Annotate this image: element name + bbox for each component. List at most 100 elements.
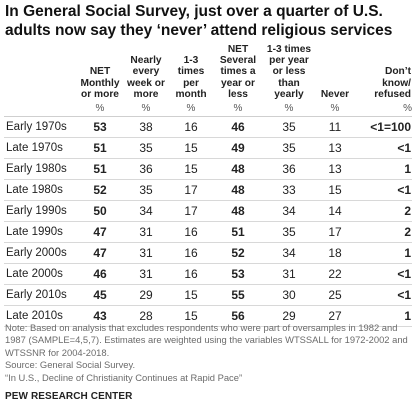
value-cell-dk: <1=100 xyxy=(356,116,412,138)
value-cell-nearly-weekly: 31 xyxy=(122,242,170,264)
value-cell-per-month: 15 xyxy=(170,305,212,327)
value-cell-net-several-year: 48 xyxy=(212,179,264,201)
table-row: Late 2010s 43 28 15 56 29 27 1 xyxy=(4,305,412,327)
value-cell-never: 13 xyxy=(314,158,356,180)
value-cell-net-several-year: 56 xyxy=(212,305,264,327)
value-cell-net-several-year: 51 xyxy=(212,221,264,243)
value-cell-net-several-year: 55 xyxy=(212,284,264,306)
value-cell-per-year: 30 xyxy=(264,284,314,306)
table-row: Early 2000s 47 31 16 52 34 18 1 xyxy=(4,242,412,264)
value-cell-per-year: 35 xyxy=(264,137,314,159)
row-label: Early 1970s xyxy=(4,116,78,138)
note-text: Note: Based on analysis that excludes re… xyxy=(5,322,408,358)
value-cell-net-monthly: 50 xyxy=(78,200,122,222)
value-cell-per-year: 29 xyxy=(264,305,314,327)
unit-cell: % xyxy=(314,103,356,117)
value-cell-net-several-year: 46 xyxy=(212,116,264,138)
unit-cell: % xyxy=(356,103,412,117)
value-cell-net-monthly: 45 xyxy=(78,284,122,306)
row-label: Late 2000s xyxy=(4,263,78,285)
column-header: Nearly every week or more xyxy=(127,55,165,100)
value-cell-per-year: 35 xyxy=(264,221,314,243)
value-cell-nearly-weekly: 35 xyxy=(122,137,170,159)
value-cell-dk: 1 xyxy=(356,242,412,264)
value-cell-net-monthly: 47 xyxy=(78,221,122,243)
value-cell-dk: 1 xyxy=(356,305,412,327)
unit-cell: % xyxy=(122,103,170,117)
value-cell-net-monthly: 52 xyxy=(78,179,122,201)
value-cell-dk: 1 xyxy=(356,158,412,180)
attendance-table: NET Monthly or more Nearly every week or… xyxy=(4,44,412,327)
row-label: Early 1980s xyxy=(4,158,78,180)
chart-notes: Note: Based on analysis that excludes re… xyxy=(5,322,411,384)
value-cell-dk: <1 xyxy=(356,284,412,306)
row-label: Late 1980s xyxy=(4,179,78,201)
units-row: % % % % % % % xyxy=(4,103,412,117)
value-cell-net-monthly: 47 xyxy=(78,242,122,264)
value-cell-dk: 2 xyxy=(356,221,412,243)
value-cell-per-month: 16 xyxy=(170,221,212,243)
pew-logo-text: PEW RESEARCH CENTER xyxy=(5,391,133,402)
table-row: Early 2010s 45 29 15 55 30 25 <1 xyxy=(4,284,412,306)
value-cell-dk: <1 xyxy=(356,137,412,159)
value-cell-never: 25 xyxy=(314,284,356,306)
value-cell-per-year: 35 xyxy=(264,116,314,138)
table-row: Late 1990s 47 31 16 51 35 17 2 xyxy=(4,221,412,243)
value-cell-net-monthly: 51 xyxy=(78,158,122,180)
value-cell-net-monthly: 51 xyxy=(78,137,122,159)
column-header: Don’t know/ refused xyxy=(374,66,411,100)
chart-title: In General Social Survey, just over a qu… xyxy=(5,3,393,39)
column-header xyxy=(4,44,78,103)
value-cell-net-monthly: 53 xyxy=(78,116,122,138)
value-cell-net-several-year: 48 xyxy=(212,200,264,222)
value-cell-never: 22 xyxy=(314,263,356,285)
unit-cell: % xyxy=(212,103,264,117)
column-header: 1-3 times per month xyxy=(175,55,207,100)
value-cell-per-month: 17 xyxy=(170,200,212,222)
value-cell-per-month: 16 xyxy=(170,263,212,285)
value-cell-net-monthly: 43 xyxy=(78,305,122,327)
value-cell-nearly-weekly: 36 xyxy=(122,158,170,180)
value-cell-per-month: 16 xyxy=(170,116,212,138)
column-header: NET Monthly or more xyxy=(80,66,120,100)
value-cell-net-several-year: 49 xyxy=(212,137,264,159)
value-cell-nearly-weekly: 31 xyxy=(122,221,170,243)
value-cell-never: 14 xyxy=(314,200,356,222)
value-cell-nearly-weekly: 31 xyxy=(122,263,170,285)
value-cell-never: 17 xyxy=(314,221,356,243)
unit-cell xyxy=(4,103,78,117)
table-row: Early 1980s 51 36 15 48 36 13 1 xyxy=(4,158,412,180)
row-label: Early 1990s xyxy=(4,200,78,222)
table-row: Early 1970s 53 38 16 46 35 11 <1=100 xyxy=(4,116,412,138)
value-cell-per-year: 34 xyxy=(264,200,314,222)
unit-cell: % xyxy=(264,103,314,117)
value-cell-per-year: 34 xyxy=(264,242,314,264)
value-cell-dk: <1 xyxy=(356,263,412,285)
value-cell-never: 18 xyxy=(314,242,356,264)
value-cell-per-month: 15 xyxy=(170,284,212,306)
table-row: Late 2000s 46 31 16 53 31 22 <1 xyxy=(4,263,412,285)
row-label: Early 2010s xyxy=(4,284,78,306)
value-cell-dk: 2 xyxy=(356,200,412,222)
value-cell-net-several-year: 48 xyxy=(212,158,264,180)
value-cell-nearly-weekly: 28 xyxy=(122,305,170,327)
value-cell-nearly-weekly: 38 xyxy=(122,116,170,138)
value-cell-never: 13 xyxy=(314,137,356,159)
row-label: Late 1990s xyxy=(4,221,78,243)
table-row: Late 1980s 52 35 17 48 33 15 <1 xyxy=(4,179,412,201)
table-row: Early 1990s 50 34 17 48 34 14 2 xyxy=(4,200,412,222)
source-text: Source: General Social Survey. xyxy=(5,359,136,371)
value-cell-per-month: 15 xyxy=(170,158,212,180)
value-cell-nearly-weekly: 34 xyxy=(122,200,170,222)
value-cell-per-year: 31 xyxy=(264,263,314,285)
unit-cell: % xyxy=(78,103,122,117)
value-cell-per-month: 17 xyxy=(170,179,212,201)
value-cell-per-month: 15 xyxy=(170,137,212,159)
value-cell-nearly-weekly: 29 xyxy=(122,284,170,306)
unit-cell: % xyxy=(170,103,212,117)
table-body: Early 1970s 53 38 16 46 35 11 <1=100 Late 1970s 5… xyxy=(4,116,412,327)
value-cell-dk: <1 xyxy=(356,179,412,201)
value-cell-net-several-year: 52 xyxy=(212,242,264,264)
row-label: Early 2000s xyxy=(4,242,78,264)
row-label: Late 1970s xyxy=(4,137,78,159)
